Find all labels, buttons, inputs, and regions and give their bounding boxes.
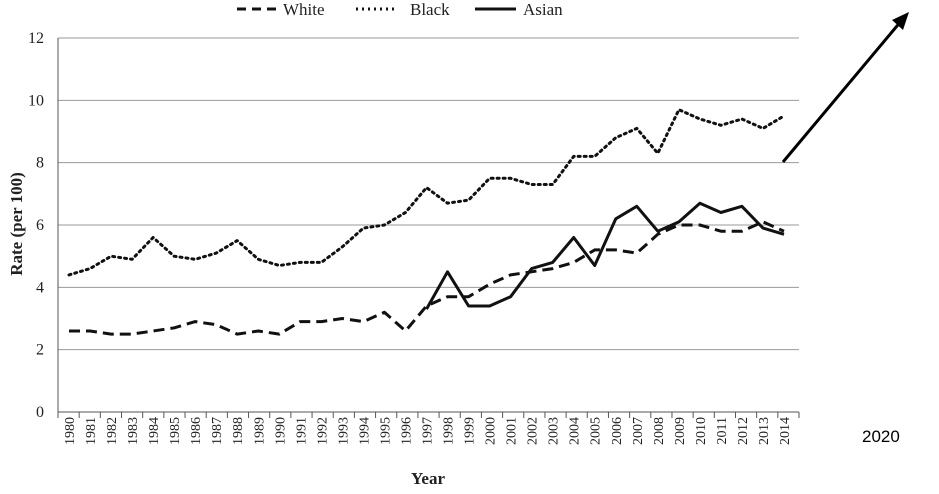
series-line-asian (425, 201, 785, 310)
arrowhead-icon (892, 12, 909, 30)
x-tick-label: 1998 (442, 417, 457, 445)
x-tick-label: 1980 (63, 417, 78, 445)
x-tick-label: 2007 (631, 417, 646, 445)
x-tick-label: 1994 (357, 417, 372, 445)
x-tick-label: 1992 (315, 417, 330, 445)
y-tick-label: 8 (36, 155, 44, 172)
x-tick-label: 2001 (505, 417, 520, 445)
gridlines (58, 37, 799, 413)
y-tick-label: 6 (36, 217, 44, 234)
x-tick-label: 2008 (652, 417, 667, 445)
x-tick-label: 2003 (547, 417, 562, 445)
x-tick-label: 1986 (189, 417, 204, 445)
legend: White Black Asian (237, 0, 563, 19)
x-tick-label: 1997 (421, 417, 436, 445)
series-lines (67, 108, 786, 336)
x-tick-label: 1985 (168, 417, 183, 445)
x-tick-label: 1984 (147, 417, 162, 445)
x-tick-label: 1991 (294, 417, 309, 445)
x-tick-labels: 1980 1981 1982 1983 1984 1985 1986 1987 1988 1989… (63, 417, 793, 445)
x-tick-label: 1999 (463, 417, 478, 445)
x-axis-title: Year (411, 469, 445, 488)
y-tick-label: 2 (36, 342, 44, 359)
y-tick-labels: 0 2 4 6 8 10 12 (28, 30, 44, 421)
y-axis-title: Rate (per 100) (7, 172, 26, 276)
x-tick-label: 1993 (336, 417, 351, 445)
x-tick-label: 2013 (757, 417, 772, 445)
x-tick-label: 1996 (399, 417, 414, 445)
x-tick-label: 2000 (484, 417, 499, 445)
x-tick-label: 1981 (84, 417, 99, 445)
legend-label-black: Black (410, 0, 450, 19)
y-tick-label: 0 (36, 404, 44, 421)
x-tick-label: 2005 (589, 417, 604, 445)
x-tick-label: 1989 (252, 417, 267, 445)
x-tick-label: 2011 (715, 417, 730, 444)
series-line-black (67, 108, 786, 277)
legend-label-asian: Asian (523, 0, 563, 19)
y-tick-label: 10 (28, 92, 44, 109)
x-tick-label: 2010 (694, 417, 709, 445)
x-tick-label: 1990 (273, 417, 288, 445)
x-tick-label: 1983 (126, 417, 141, 445)
x-tick-label: 1995 (378, 417, 393, 445)
x-tick-label: 1987 (210, 417, 225, 445)
x-tick-label: 1988 (231, 417, 246, 445)
y-tick-label: 4 (36, 279, 44, 296)
series-line-white (69, 220, 785, 336)
axes (57, 38, 800, 418)
x-tick-label: 2004 (568, 417, 583, 445)
x-tick-label: 2012 (736, 417, 751, 445)
annotation-arrow (781, 12, 909, 163)
legend-label-white: White (283, 0, 325, 19)
annotation-year: 2020 (862, 427, 900, 446)
x-tick-label: 2014 (778, 417, 793, 445)
x-tick-label: 2009 (673, 417, 688, 445)
x-tick-label: 1982 (105, 417, 120, 445)
y-tick-label: 12 (28, 30, 44, 47)
x-tick-label: 2002 (526, 417, 541, 445)
x-tick-label: 2006 (610, 417, 625, 445)
